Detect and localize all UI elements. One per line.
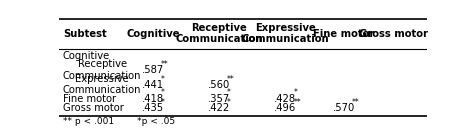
Text: *: * [161, 75, 165, 83]
Text: Receptive
Communication: Receptive Communication [63, 59, 141, 81]
Text: **: ** [293, 98, 301, 107]
Text: **: ** [352, 98, 360, 107]
Text: Subtest: Subtest [63, 29, 107, 39]
Text: ** p < .001        *p < .05: ** p < .001 *p < .05 [63, 117, 175, 126]
Text: Expressive
Communication: Expressive Communication [241, 23, 329, 44]
Text: Gross motor: Gross motor [359, 29, 428, 39]
Text: .435: .435 [142, 103, 164, 113]
Text: **: ** [161, 59, 169, 69]
Text: .587: .587 [142, 65, 164, 75]
Text: Expressive
Communication: Expressive Communication [63, 74, 141, 96]
Text: .570: .570 [333, 103, 355, 113]
Text: *: * [227, 88, 231, 97]
Text: Fine motor: Fine motor [63, 94, 116, 104]
Text: Receptive
Communication: Receptive Communication [175, 23, 263, 44]
Text: Cognitive: Cognitive [63, 51, 110, 61]
Text: .357: .357 [208, 94, 230, 104]
Text: Fine motor: Fine motor [313, 29, 374, 39]
Text: *: * [293, 88, 297, 97]
Text: .422: .422 [208, 103, 230, 113]
Text: Gross motor: Gross motor [63, 103, 124, 113]
Text: *: * [161, 98, 165, 107]
Text: Cognitive: Cognitive [126, 29, 180, 39]
Text: **: ** [227, 75, 235, 83]
Text: .560: .560 [208, 80, 230, 90]
Text: .418: .418 [142, 94, 164, 104]
Text: .428: .428 [274, 94, 296, 104]
Text: *: * [161, 88, 165, 97]
Text: .441: .441 [142, 80, 164, 90]
Text: *: * [227, 98, 231, 107]
Text: .496: .496 [274, 103, 296, 113]
